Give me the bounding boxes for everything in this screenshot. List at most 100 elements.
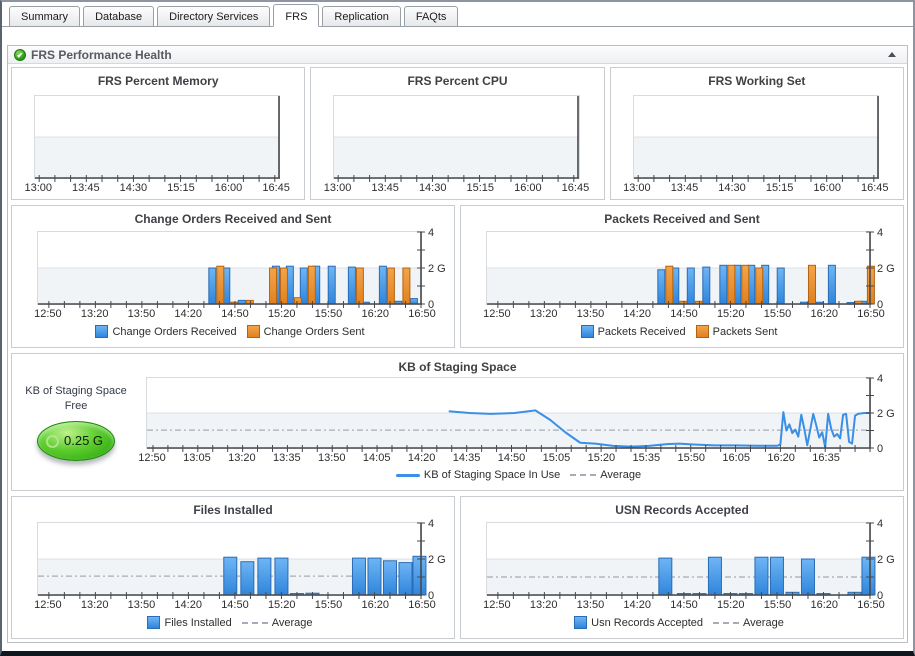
svg-text:2 G: 2 G: [428, 554, 446, 566]
x-axis-label: 16:45: [262, 182, 290, 194]
svg-text:4: 4: [428, 518, 434, 530]
legend-label: Files Installed: [164, 616, 232, 629]
x-axis-label: 12:50: [34, 599, 62, 611]
x-axis-labels: 12:50 13:20 13:50 14:20 14:50 15:20 15:50 16:20…: [483, 599, 885, 612]
x-axis-label: 15:20: [587, 452, 616, 464]
x-axis-label: 16:50: [408, 599, 436, 611]
frs-performance-health-section: ✔ FRS Performance Health FRS Percent Mem…: [7, 45, 908, 643]
x-axis-label: 13:20: [80, 308, 109, 320]
x-axis-label: 15:20: [267, 599, 296, 611]
tab-bar: Summary Database Directory Services FRS …: [2, 2, 913, 27]
charts-row-3: KB of Staging Space KB of Staging Space …: [11, 353, 904, 491]
x-axis-label: 16:20: [361, 308, 389, 320]
x-axis-label: 16:00: [214, 182, 243, 194]
x-axis-labels: 12:50 13:20 13:50 14:20 14:50 15:20 15:50 16:20…: [34, 308, 436, 321]
section-header[interactable]: ✔ FRS Performance Health: [8, 46, 907, 64]
x-axis-labels: 12:50 13:20 13:50 14:20 14:50 15:20 15:50 16:20…: [483, 308, 885, 321]
x-axis-label: 13:45: [72, 182, 100, 194]
chart-canvas: 4 2 G 0: [487, 227, 895, 311]
x-axis-labels: 12:50 13:20 13:50 14:20 14:50 15:20 15:50 16:20…: [34, 599, 436, 612]
x-axis-label: 16:05: [722, 452, 750, 464]
chart-canvas: [334, 96, 580, 182]
tab-faqts[interactable]: FAQts: [403, 6, 459, 27]
x-axis-label: 15:35: [632, 452, 661, 464]
x-axis-label: 16:35: [812, 452, 840, 464]
legend-label: Usn Records Accepted: [591, 616, 704, 629]
x-axis-labels: 13:00 13:45 14:30 15:15 16:00 16:45: [324, 182, 589, 195]
legend-swatch-blue-box: [574, 616, 588, 629]
legend-swatch-orange-box: [695, 325, 709, 338]
x-axis-label: 13:45: [670, 182, 699, 194]
x-axis-label: 15:20: [716, 599, 745, 611]
plot-area: 4 2 G 0: [146, 373, 895, 455]
x-axis-label: 14:05: [362, 452, 391, 464]
svg-text:0: 0: [877, 443, 883, 455]
tab-summary[interactable]: Summary: [9, 6, 81, 27]
x-axis-label: 14:50: [497, 452, 526, 464]
x-axis-label: 14:20: [623, 308, 651, 320]
health-ok-icon: ✔: [14, 48, 26, 61]
tab-frs[interactable]: FRS: [273, 4, 320, 27]
svg-text:4: 4: [877, 518, 883, 530]
staging-space-free-gauge: 0.25 G: [37, 420, 115, 461]
chart-canvas: 4 2 G 0: [147, 373, 895, 455]
chart-canvas: 4 2 G 0: [38, 227, 446, 311]
chart-packets: Packets Received and Sent 4 2 G 0 12:50 13:…: [460, 205, 904, 348]
charts-row-1: FRS Percent Memory 13:00 13:45 14:30 15:15 1…: [11, 67, 904, 200]
x-axis-label: 12:50: [483, 599, 511, 611]
section-title: FRS Performance Health: [31, 47, 172, 62]
x-axis-label: 16:45: [860, 182, 889, 194]
x-axis-label: 12:50: [483, 308, 511, 320]
x-axis-label: 16:45: [561, 182, 590, 194]
x-axis-label: 16:20: [810, 599, 838, 611]
x-axis-label: 12:50: [138, 452, 166, 464]
legend-label: Average: [271, 616, 313, 629]
svg-text:2 G: 2 G: [877, 554, 895, 566]
x-axis-label: 16:00: [813, 182, 841, 194]
x-axis-label: 13:50: [576, 599, 605, 611]
chart-canvas: 4 2 G 0: [38, 518, 446, 602]
svg-text:2 G: 2 G: [877, 408, 895, 420]
chart-usn-records: USN Records Accepted 4 2 G 0 12:50 13:20 13:…: [460, 496, 904, 639]
x-axis-label: 13:50: [127, 308, 156, 320]
legend-label: Average: [600, 469, 642, 481]
collapse-button[interactable]: [885, 48, 899, 62]
svg-text:0: 0: [877, 590, 883, 602]
x-axis-label: 15:15: [765, 182, 794, 194]
x-axis-label: 14:30: [119, 182, 148, 194]
x-axis-label: 13:20: [228, 452, 256, 464]
x-axis-label: 14:50: [221, 308, 249, 320]
x-axis-label: 13:50: [127, 599, 156, 611]
x-axis-label: 16:20: [767, 452, 795, 464]
x-axis-label: 15:50: [314, 308, 343, 320]
chart-canvas: [633, 96, 879, 182]
x-axis-label: 14:35: [452, 452, 481, 464]
charts-row-4: Files Installed 4 2 G 0 12:50 13:20 13:50 14:…: [11, 496, 904, 639]
chart-title: FRS Percent Memory: [97, 74, 219, 88]
plot-area: 4 2 G 0: [37, 518, 446, 602]
tab-replication[interactable]: Replication: [322, 6, 401, 27]
x-axis-labels: 13:00 13:45 14:30 15:15 16:00 16:45: [623, 182, 888, 195]
legend-swatch-dash: [241, 621, 268, 624]
x-axis-label: 14:20: [623, 599, 651, 611]
x-axis-label: 16:20: [810, 308, 838, 320]
tab-directory-services[interactable]: Directory Services: [157, 6, 271, 27]
chart-title: USN Records Accepted: [615, 503, 749, 517]
legend-swatch-blue-box: [580, 325, 594, 338]
x-axis-label: 13:05: [183, 452, 211, 464]
staging-body: KB of Staging Space Free 0.25 G 4 2 G 0 12…: [12, 373, 903, 481]
x-axis-label: 15:15: [466, 182, 495, 194]
legend-swatch-blue-line: [395, 473, 420, 477]
x-axis-label: 14:50: [670, 308, 698, 320]
tab-database[interactable]: Database: [83, 6, 155, 27]
legend-swatch-blue-box: [95, 325, 109, 338]
chart-staging-space: KB of Staging Space KB of Staging Space …: [11, 353, 904, 491]
legend-label: Packets Received: [597, 325, 686, 338]
x-axis-label: 13:45: [371, 182, 399, 194]
section-content: FRS Percent Memory 13:00 13:45 14:30 15:15 1…: [8, 64, 907, 642]
x-axis-label: 13:00: [323, 182, 352, 194]
chart-frs-percent-cpu: FRS Percent CPU 13:00 13:45 14:30 15:15 16:0…: [310, 67, 605, 200]
x-axis-label: 15:50: [763, 308, 792, 320]
chart-files-installed: Files Installed 4 2 G 0 12:50 13:20 13:50 14:…: [11, 496, 455, 639]
svg-text:0: 0: [428, 590, 434, 602]
